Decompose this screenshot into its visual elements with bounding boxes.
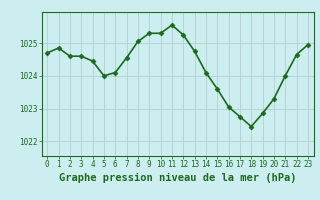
X-axis label: Graphe pression niveau de la mer (hPa): Graphe pression niveau de la mer (hPa) bbox=[59, 173, 296, 183]
